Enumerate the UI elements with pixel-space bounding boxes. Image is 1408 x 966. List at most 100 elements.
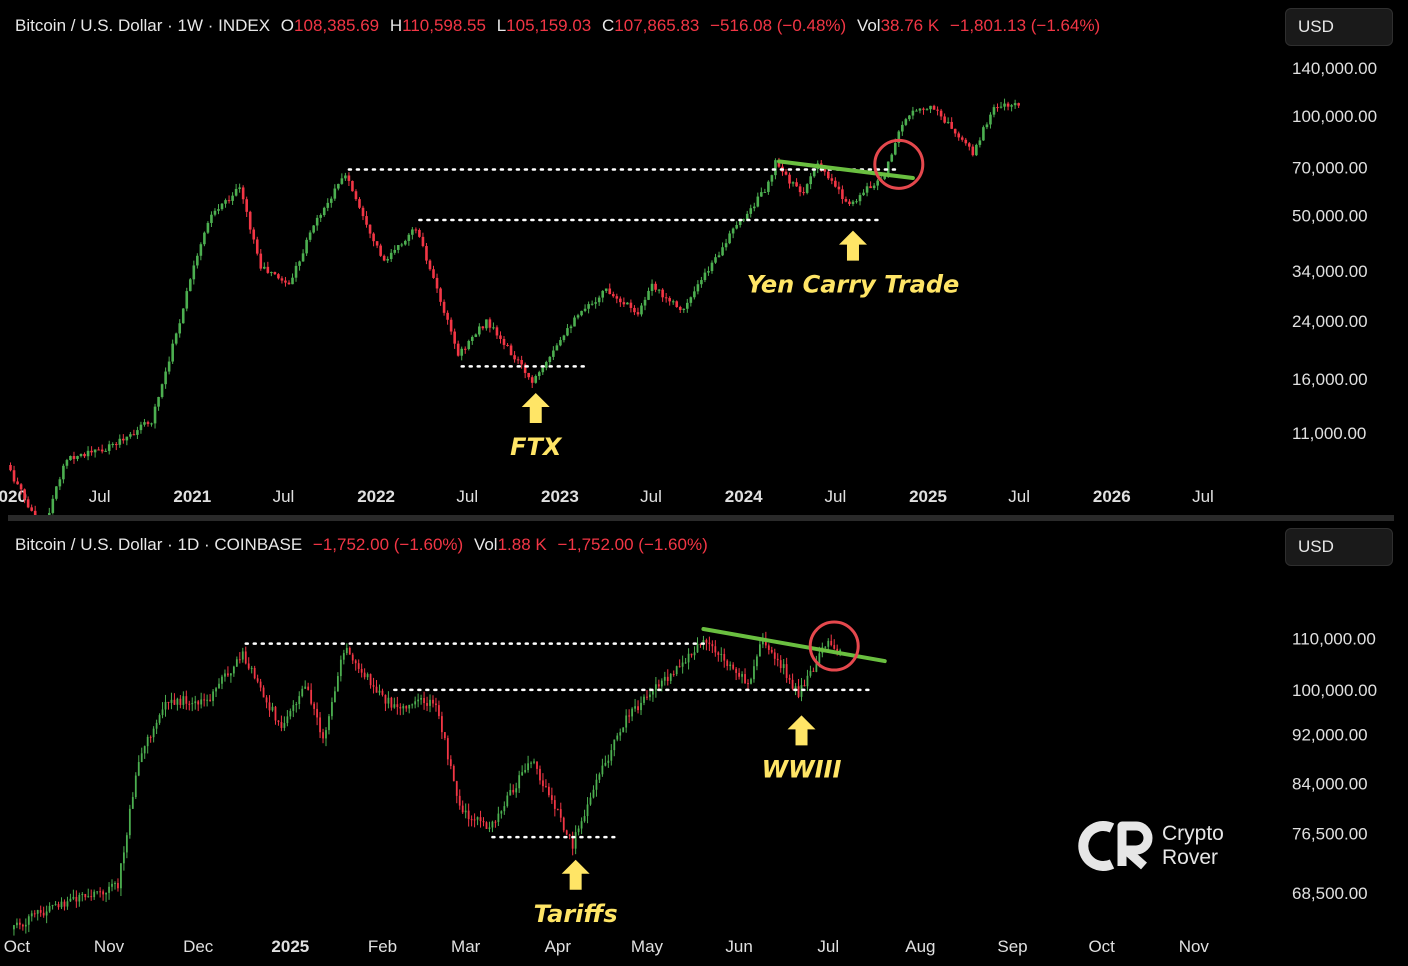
candle-body (534, 376, 538, 383)
candle-body (84, 893, 87, 898)
daily-candlestick-chart[interactable]: 110,000.00 100,000.00 92,000.00 84,000.00 76… (0, 521, 1408, 966)
candle-body (580, 310, 583, 316)
candle-body (337, 183, 340, 189)
weekly-chart-pane[interactable]: Bitcoin / U.S. Dollar · 1W · INDEX O108,… (0, 0, 1408, 515)
candle-body (794, 686, 797, 689)
candle-body (354, 191, 358, 200)
candle-body (533, 761, 535, 763)
candle-body (637, 706, 639, 711)
candle-body (904, 119, 908, 125)
candle-body (649, 694, 651, 698)
candle-body (185, 291, 189, 309)
pane-separator[interactable] (8, 515, 1394, 521)
candle-body (386, 259, 389, 261)
candle-body (844, 199, 848, 202)
candle-body (604, 762, 607, 766)
candle-body (102, 891, 105, 895)
price-change: −516.08 (−0.48%) (710, 16, 847, 35)
daily-chart-pane[interactable]: Bitcoin / U.S. Dollar · 1D · COINBASE −1… (0, 521, 1408, 966)
high-label: H (389, 16, 403, 35)
x-axis-tick-label: Apr (545, 937, 572, 956)
candle-body (319, 215, 323, 218)
daily-chart-header: Bitcoin / U.S. Dollar · 1D · COINBASE −1… (15, 535, 714, 555)
candle-body (827, 171, 830, 179)
candle-body (157, 396, 160, 407)
candle-body (506, 344, 509, 346)
descending-trendline[interactable] (776, 159, 915, 181)
candle-body (791, 182, 795, 184)
x-axis-tick-label: Mar (451, 937, 481, 956)
candle-body (834, 180, 837, 187)
candle-body (553, 800, 556, 809)
candle-body (435, 277, 439, 289)
weekly-candlestick-chart[interactable]: 140,000.00 100,000.00 70,000.00 50,000.00 34… (0, 0, 1408, 515)
candle-body (217, 209, 220, 211)
candle-body (375, 241, 379, 246)
candle-body (215, 688, 217, 692)
candle-body (689, 297, 693, 303)
candle-body (256, 678, 259, 682)
candle-body (12, 470, 16, 482)
candle-body (393, 249, 397, 253)
candle-body (55, 486, 58, 499)
candle-body (650, 283, 654, 291)
candle-body (143, 422, 146, 425)
candle-body (379, 245, 382, 256)
candle-body (111, 883, 113, 887)
candle-body (999, 106, 1003, 108)
candle-body (405, 706, 408, 709)
candle-body (72, 896, 75, 899)
candle-body (855, 201, 858, 203)
candle-body (125, 835, 128, 853)
breakout-circle[interactable] (873, 138, 925, 190)
candle-body (675, 666, 678, 675)
candle-body (478, 326, 481, 335)
candle-body (442, 301, 446, 313)
candle-body (78, 894, 81, 902)
candle-body (539, 768, 541, 781)
y-axis-tick-label: 11,000.00 (1292, 424, 1366, 443)
candle-body (823, 169, 827, 172)
candle-body (556, 808, 559, 810)
candle-body (996, 107, 999, 109)
candle-body (643, 696, 645, 703)
candle-body (729, 664, 732, 666)
candle-body (389, 252, 393, 260)
candle-body (643, 299, 647, 306)
annotation-label: Tariffs (534, 900, 618, 928)
descending-trendline[interactable] (701, 627, 887, 664)
candle-body (687, 653, 690, 663)
x-axis-tick-label: 2022 (357, 487, 395, 506)
candle-body (66, 901, 69, 907)
candle-body (767, 181, 770, 192)
candle-body (684, 662, 687, 664)
candle-body (839, 650, 842, 653)
y-axis-tick-label: 68,500.00 (1292, 884, 1368, 903)
candle-body (30, 913, 33, 917)
candle-body (735, 224, 738, 229)
breakout-circle[interactable] (808, 620, 860, 672)
currency-button[interactable]: USD (1285, 528, 1393, 566)
candle-body (449, 319, 453, 332)
candle-body (476, 817, 479, 820)
candle-body (530, 762, 532, 764)
candle-body (827, 640, 830, 647)
candle-body (629, 302, 633, 308)
candle-body (518, 775, 521, 789)
candle-body (978, 140, 982, 145)
candle-body (313, 703, 316, 709)
candle-body (756, 196, 760, 207)
candle-body (830, 640, 833, 646)
candle-body (708, 642, 711, 645)
candle-body (463, 348, 467, 350)
candle-body (107, 444, 111, 451)
candle-body (640, 305, 643, 315)
candle-body (161, 709, 164, 716)
candle-body (569, 326, 573, 329)
candle-body (456, 343, 460, 356)
candle-body (310, 689, 313, 704)
candle-body (660, 680, 663, 687)
currency-button[interactable]: USD (1285, 8, 1393, 46)
candle-body (696, 643, 699, 653)
candle-body (63, 901, 66, 907)
